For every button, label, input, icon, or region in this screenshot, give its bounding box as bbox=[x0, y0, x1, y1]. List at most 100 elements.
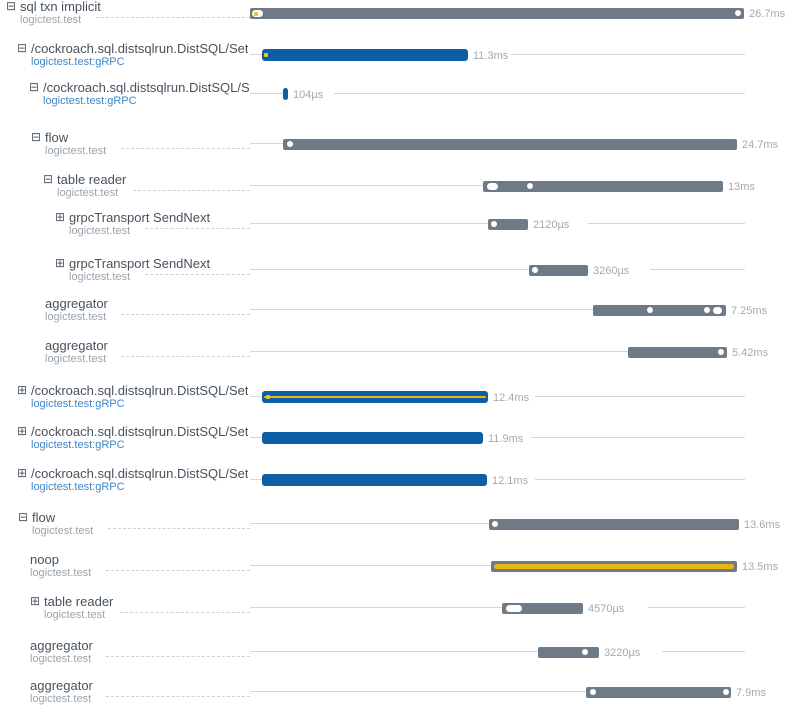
lead-line bbox=[250, 437, 262, 438]
span-duration-bar[interactable] bbox=[491, 561, 737, 572]
span-labels: /cockroach.sql.distsqlrun.DistSQL/Set lo… bbox=[31, 467, 248, 493]
yellow-highlight-stripe bbox=[264, 396, 486, 398]
span-labels: /cockroach.sql.distsqlrun.DistSQL/Set lo… bbox=[31, 384, 248, 410]
span-title: aggregator bbox=[30, 679, 93, 693]
trace-span-row: ⊞ /cockroach.sql.distsqlrun.DistSQL/Set … bbox=[0, 424, 786, 452]
trace-span-row: ⊞ table reader logictest.test 4570µs bbox=[0, 594, 786, 622]
span-duration-bar[interactable] bbox=[262, 432, 483, 444]
trace-span-row: aggregator logictest.test 7.9ms bbox=[0, 678, 786, 706]
log-event-marker[interactable] bbox=[735, 10, 741, 16]
trail-line bbox=[334, 93, 745, 94]
span-duration-bar[interactable] bbox=[488, 219, 528, 230]
span-labels: table reader logictest.test bbox=[44, 595, 113, 621]
span-duration-bar[interactable] bbox=[593, 305, 726, 316]
lead-line bbox=[250, 309, 593, 310]
expand-icon[interactable]: ⊞ bbox=[17, 424, 28, 438]
span-labels: grpcTransport SendNext logictest.test bbox=[69, 257, 210, 283]
collapse-icon[interactable]: ⊟ bbox=[43, 172, 54, 186]
log-event-marker[interactable] bbox=[713, 307, 722, 314]
log-event-marker[interactable] bbox=[527, 183, 533, 189]
span-service-label: logictest.test:gRPC bbox=[31, 56, 125, 68]
trace-span-row: ⊟ sql txn implicit logictest.test 26.7ms bbox=[0, 0, 786, 27]
span-duration-bar[interactable] bbox=[628, 347, 727, 358]
dash-leader-line bbox=[133, 190, 250, 191]
span-duration-bar[interactable] bbox=[262, 391, 488, 403]
span-duration-bar[interactable] bbox=[262, 474, 487, 486]
span-duration-bar[interactable] bbox=[283, 88, 288, 100]
collapse-icon[interactable]: ⊟ bbox=[6, 0, 17, 13]
trail-line bbox=[650, 269, 745, 270]
dash-leader-line bbox=[106, 656, 250, 657]
span-duration-bar[interactable] bbox=[586, 687, 731, 698]
span-duration-label: 12.4ms bbox=[493, 392, 530, 404]
span-duration-bar[interactable] bbox=[502, 603, 583, 614]
collapse-icon[interactable]: ⊟ bbox=[31, 130, 42, 144]
lead-line bbox=[250, 351, 628, 352]
trail-line bbox=[511, 54, 745, 55]
log-event-marker[interactable] bbox=[506, 605, 522, 612]
span-labels: /cockroach.sql.distsqlrun.DistSQL/Set lo… bbox=[31, 425, 248, 451]
expand-icon[interactable]: ⊞ bbox=[55, 210, 66, 224]
span-duration-label: 26.7ms bbox=[749, 8, 786, 20]
collapse-icon[interactable]: ⊟ bbox=[17, 41, 28, 55]
collapse-icon[interactable]: ⊟ bbox=[18, 510, 29, 524]
trace-span-row: noop logictest.test 13.5ms bbox=[0, 552, 786, 580]
yellow-event-marker bbox=[266, 395, 270, 399]
log-event-marker[interactable] bbox=[704, 307, 710, 313]
span-duration-bar[interactable] bbox=[529, 265, 588, 276]
span-duration-bar[interactable] bbox=[262, 49, 468, 61]
trail-line bbox=[535, 479, 745, 480]
log-event-marker[interactable] bbox=[491, 221, 497, 227]
lead-line bbox=[250, 523, 489, 524]
span-duration-label: 4570µs bbox=[588, 603, 625, 615]
span-title: grpcTransport SendNext bbox=[69, 211, 211, 225]
span-duration-bar[interactable] bbox=[250, 8, 744, 19]
collapse-icon[interactable]: ⊟ bbox=[29, 80, 40, 94]
lead-line bbox=[250, 651, 538, 652]
span-duration-label: 3220µs bbox=[604, 647, 641, 659]
span-service-label: logictest.test:gRPC bbox=[31, 439, 125, 451]
trace-span-row: aggregator logictest.test 7.25ms bbox=[0, 296, 786, 324]
span-duration-label: 24.7ms bbox=[742, 139, 779, 151]
span-service-label: logictest.test bbox=[45, 353, 107, 365]
log-event-marker[interactable] bbox=[590, 689, 596, 695]
lead-line bbox=[250, 565, 491, 566]
trace-span-row: ⊞ grpcTransport SendNext logictest.test … bbox=[0, 256, 786, 284]
expand-icon[interactable]: ⊞ bbox=[17, 466, 28, 480]
span-duration-bar[interactable] bbox=[283, 139, 737, 150]
expand-icon[interactable]: ⊞ bbox=[55, 256, 66, 270]
trail-line bbox=[662, 651, 745, 652]
log-event-marker[interactable] bbox=[723, 689, 729, 695]
expand-icon[interactable]: ⊞ bbox=[30, 594, 41, 608]
lead-line bbox=[250, 479, 262, 480]
lead-line bbox=[250, 691, 586, 692]
expand-icon[interactable]: ⊞ bbox=[17, 383, 28, 397]
log-event-marker[interactable] bbox=[718, 349, 724, 355]
span-title: aggregator bbox=[30, 639, 93, 653]
dash-leader-line bbox=[121, 356, 250, 357]
lead-line bbox=[250, 223, 488, 224]
trail-line bbox=[535, 396, 745, 397]
log-event-marker[interactable] bbox=[487, 183, 498, 190]
span-labels: noop logictest.test bbox=[30, 553, 91, 579]
span-duration-bar[interactable] bbox=[538, 647, 599, 658]
log-event-marker[interactable] bbox=[532, 267, 538, 273]
span-service-label: logictest.test bbox=[45, 311, 107, 323]
log-event-marker[interactable] bbox=[647, 307, 653, 313]
log-event-marker[interactable] bbox=[582, 649, 588, 655]
trace-span-row: ⊟ flow logictest.test 24.7ms bbox=[0, 130, 786, 158]
span-duration-bar[interactable] bbox=[489, 519, 739, 530]
span-title: flow bbox=[32, 511, 56, 525]
span-labels: aggregator logictest.test bbox=[30, 639, 93, 665]
span-duration-bar[interactable] bbox=[483, 181, 723, 192]
log-event-marker[interactable] bbox=[287, 141, 293, 147]
span-duration-label: 12.1ms bbox=[492, 475, 529, 487]
span-labels: aggregator logictest.test bbox=[30, 679, 93, 705]
span-title: grpcTransport SendNext bbox=[69, 257, 211, 271]
span-duration-label: 13ms bbox=[728, 181, 755, 193]
log-event-marker[interactable] bbox=[492, 521, 498, 527]
span-title: /cockroach.sql.distsqlrun.DistSQL/Set bbox=[31, 425, 249, 439]
span-service-label: logictest.test:gRPC bbox=[31, 481, 125, 493]
dash-leader-line bbox=[108, 528, 250, 529]
